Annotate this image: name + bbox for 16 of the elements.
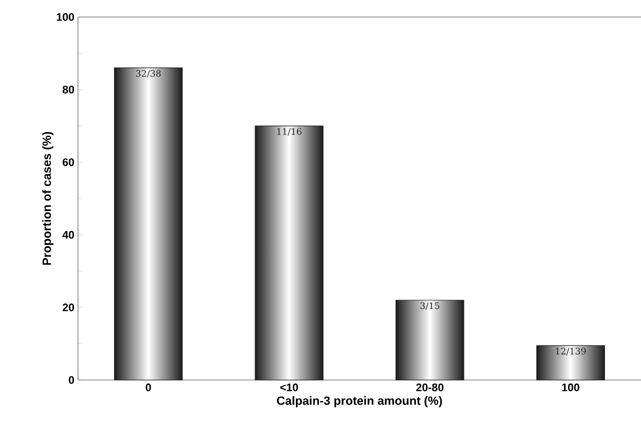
y-tick-label: 80 (62, 86, 74, 94)
y-tick-label: 40 (62, 230, 74, 239)
x-tick-label: <10 (280, 384, 298, 392)
x-tick-label: 0 (146, 384, 151, 392)
x-tick-label: 100 (562, 384, 580, 392)
y-tick-label: 100 (56, 13, 74, 21)
y-tick-label: 60 (62, 158, 74, 166)
y-tick-label: 0 (68, 376, 74, 384)
y-axis-title: Proportion of cases (%) (42, 132, 54, 265)
annotation: 32/38 (136, 70, 161, 78)
y-tick-label: 20 (62, 304, 74, 312)
x-tick-label: 20-80 (416, 384, 444, 392)
annotation: 11/16 (277, 128, 302, 136)
annotation: 3/15 (420, 302, 440, 310)
annotation: 12/139 (556, 348, 586, 356)
x-axis-title: Calpain-3 protein amount (%) (276, 396, 442, 408)
